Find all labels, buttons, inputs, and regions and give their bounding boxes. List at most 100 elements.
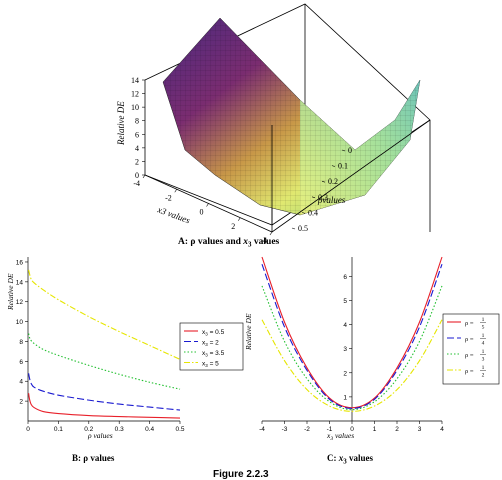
x-tick-label: 0.4: [145, 426, 154, 433]
x-tick-label: 0.2: [84, 426, 93, 433]
chart-c-series: [261, 256, 443, 412]
x-axis-label: x3 values: [155, 204, 192, 225]
chart-c-xlabel: x3 values: [326, 431, 354, 442]
y-tick: [331, 165, 336, 167]
series-line: [261, 264, 443, 410]
x-tick-label: -2: [304, 426, 310, 433]
x-tick-label: 0: [26, 426, 30, 433]
y-tick-label: 1: [343, 394, 347, 401]
x-tick: [269, 231, 273, 236]
x-tick-label: 2: [231, 222, 235, 231]
y-tick-label: 10: [16, 319, 24, 326]
y-tick-label: 8: [19, 339, 23, 346]
legend-fraction-numerator: 1: [482, 333, 485, 339]
legend-fraction-denominator: 3: [482, 357, 485, 363]
z-tick-label: 0: [135, 171, 139, 180]
y-tick-label: 0: [348, 146, 352, 155]
chart-b-ylabel: Relative DE: [6, 273, 15, 311]
panel-a-caption: A: ρ values and x3 values: [178, 237, 280, 249]
x-tick-label: -4: [133, 179, 140, 188]
y-tick-label: 6: [343, 274, 347, 281]
z-axis: 0 2 4 6 8 10 12 14: [131, 76, 145, 180]
x-tick-label: 0.1: [54, 426, 63, 433]
y-axis: 00.10.20.30.40.5: [291, 146, 352, 233]
x-tick-label: 0.3: [115, 426, 124, 433]
series-line: [28, 333, 181, 390]
x-axis: -4 -2 0 2 4: [133, 174, 273, 245]
y-tick-label: 16: [16, 259, 24, 266]
y-tick: [301, 212, 306, 214]
x-tick-label: 0: [350, 426, 354, 433]
legend-label: x3 = 3.5: [202, 350, 225, 358]
z-tick-label: 6: [135, 130, 139, 139]
z-tick-label: 2: [135, 157, 139, 166]
x-tick-label: -1: [327, 426, 333, 433]
y-tick-label: 0.1: [338, 162, 348, 171]
y-tick-label: 2: [343, 370, 347, 377]
chart-c-axes: -4 -3 -2 -1 0 1 2 3 4 1 2 3 4 5 6: [259, 257, 444, 433]
x-tick-label: 0.5: [175, 426, 184, 433]
y-tick: [321, 180, 326, 183]
surface-mesh: [162, 17, 421, 216]
x-tick-label: 2: [395, 426, 399, 433]
legend-frame: [179, 322, 244, 371]
x-tick-label: -4: [259, 426, 265, 433]
y-tick-label: 0.3: [318, 193, 328, 202]
legend-frame: [442, 313, 500, 385]
y-tick-label: 6: [19, 359, 23, 366]
y-tick-label: 0.2: [328, 177, 338, 186]
figure-caption: Figure 2.2.3: [213, 469, 269, 480]
legend-fraction-numerator: 1: [482, 349, 485, 355]
y-tick-label: 2: [19, 399, 23, 406]
chart-b-legend: x3 = 0.5 x3 = 2 x3 = 3.5 x3 = 5: [179, 322, 244, 371]
z-tick-label: 14: [131, 76, 139, 85]
z-tick-label: 4: [135, 144, 139, 153]
chart-c-ylabel: Relative DE: [244, 313, 253, 351]
x-tick-label: 0: [200, 208, 204, 217]
x-tick-label: 4: [263, 236, 267, 245]
y-tick: [291, 227, 296, 230]
y-tick-label: 5: [343, 298, 347, 305]
chart-b-axes: 0 0.1 0.2 0.3 0.4 0.5 2 4 6 8 10 12 14 16: [16, 257, 185, 433]
legend-label: x3 = 5: [202, 361, 219, 369]
z-tick-label: 8: [135, 117, 139, 126]
x-tick-label: 3: [418, 426, 422, 433]
x-tick-label: 1: [373, 426, 377, 433]
chart-c-legend: ρ = 1 5 ρ = 1 4 ρ = 1 3 ρ = 1 2: [442, 313, 500, 385]
series-line: [261, 319, 443, 412]
x-tick: [142, 174, 146, 179]
series-line: [28, 393, 181, 419]
legend-label: ρ =: [465, 368, 474, 375]
chart-b-series: [28, 269, 181, 419]
y-tick-label: 14: [16, 279, 24, 286]
legend-fraction-numerator: 1: [482, 365, 485, 371]
y-axis-label: ρvalues: [317, 195, 346, 205]
x-tick: [206, 203, 209, 207]
y-tick-label: 12: [16, 299, 24, 306]
y-tick-label: 4: [19, 379, 23, 386]
y-tick-label: 4: [343, 322, 347, 329]
y-tick: [341, 149, 346, 152]
legend-label: x3 = 0.5: [202, 329, 225, 337]
legend-fraction-denominator: 5: [482, 325, 485, 331]
series-line: [261, 285, 443, 411]
z-tick-label: 12: [131, 90, 139, 99]
legend-fraction-numerator: 1: [482, 317, 485, 323]
series-line: [261, 256, 443, 409]
y-tick: [311, 196, 316, 199]
legend-label: ρ =: [465, 352, 474, 359]
legend-label: x3 = 2: [202, 340, 219, 348]
series-line: [28, 269, 181, 360]
legend-fraction-denominator: 4: [482, 341, 485, 347]
legend-fraction-denominator: 2: [482, 373, 485, 379]
x-tick: [174, 189, 177, 193]
legend-label: ρ =: [465, 320, 474, 327]
x-tick-label: -3: [282, 426, 288, 433]
panel-c-caption: C: x3 values: [327, 453, 374, 466]
y-tick-label: 3: [343, 346, 347, 353]
z-axis-label: Relative DE: [116, 101, 126, 146]
